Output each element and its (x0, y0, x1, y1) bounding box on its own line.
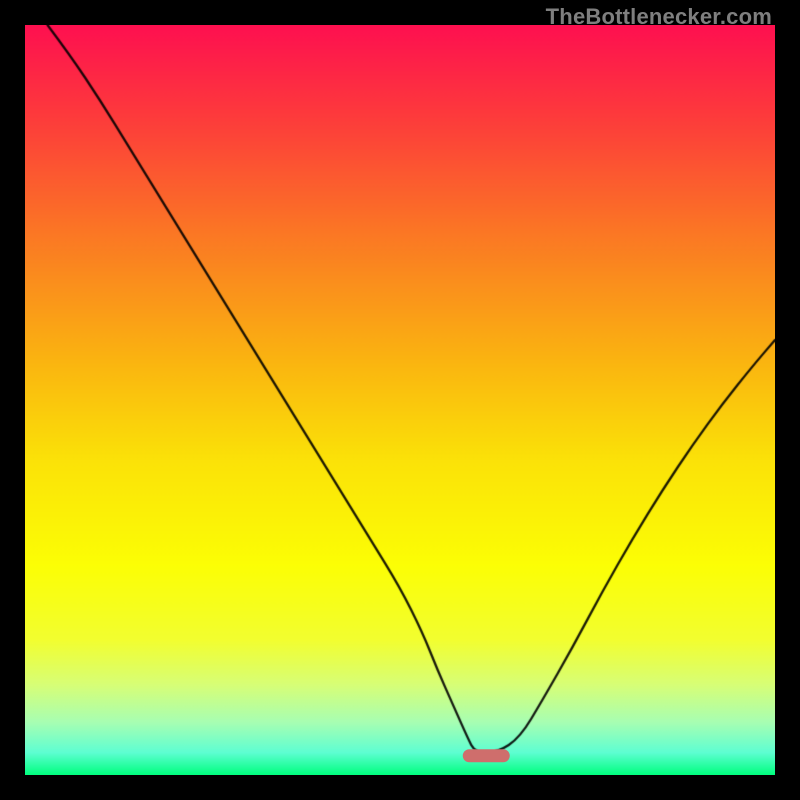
plot-area (25, 25, 775, 775)
bottleneck-curve (25, 25, 775, 775)
optimal-marker (463, 749, 510, 763)
chart-frame: TheBottlenecker.com (0, 0, 800, 800)
